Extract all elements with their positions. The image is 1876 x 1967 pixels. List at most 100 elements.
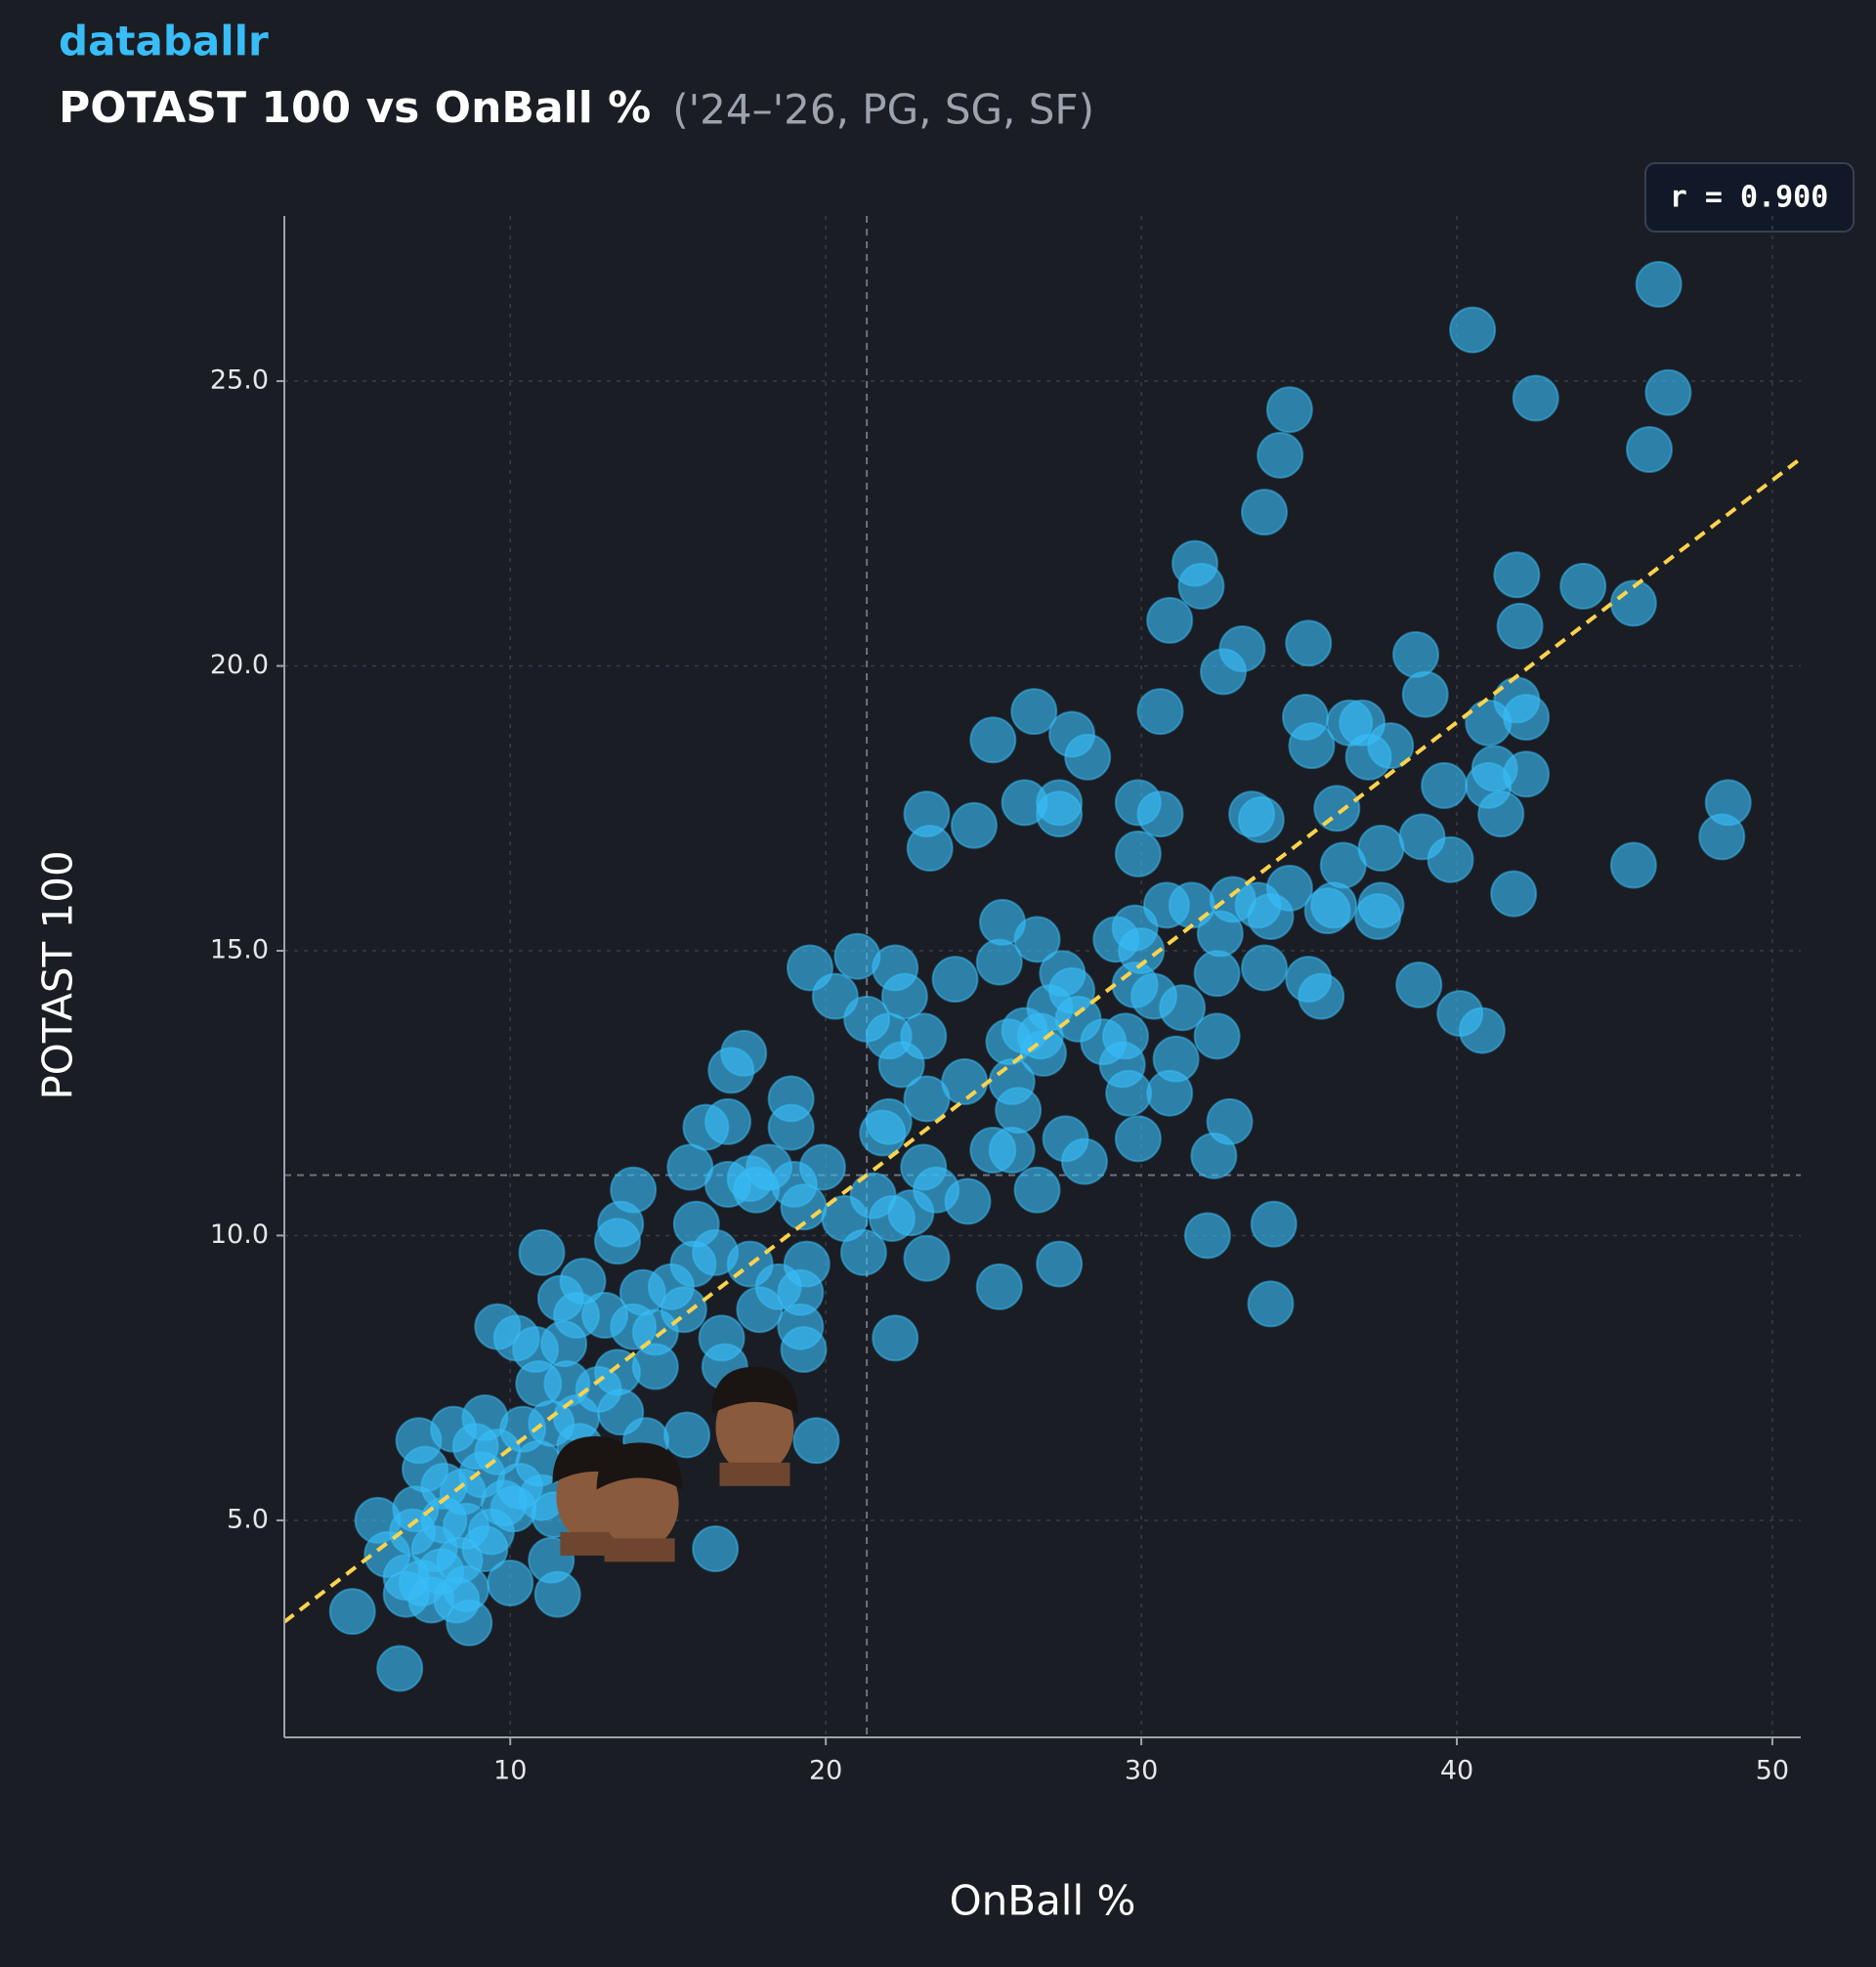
- annotation-box: [1644, 162, 1855, 233]
- point: [328, 1588, 376, 1636]
- point: [1060, 1137, 1108, 1185]
- trendline-group: [282, 456, 1803, 1624]
- point: [704, 1097, 752, 1145]
- point: [487, 1560, 534, 1607]
- point: [941, 1058, 989, 1106]
- point: [1298, 972, 1345, 1020]
- point: [1265, 864, 1313, 912]
- point: [1010, 688, 1058, 736]
- point: [798, 1143, 846, 1191]
- point: [900, 1012, 948, 1060]
- point: [594, 1218, 642, 1265]
- point: [1206, 1097, 1254, 1145]
- y-tick-label: 15.0: [210, 934, 269, 964]
- point: [1449, 306, 1497, 354]
- trendline: [282, 456, 1803, 1624]
- point: [1159, 984, 1207, 1032]
- point: [975, 1262, 1023, 1310]
- point: [1146, 596, 1194, 644]
- point: [906, 825, 954, 873]
- point: [490, 1485, 537, 1533]
- point: [1421, 761, 1469, 809]
- chart-subtitle: ('24–'26, PG, SG, SF): [672, 86, 1094, 134]
- point: [631, 1343, 679, 1390]
- reference-lines: [284, 216, 1801, 1737]
- y-tick-label: 5.0: [227, 1504, 269, 1534]
- x-tick-label: 50: [1756, 1756, 1789, 1786]
- y-tick-label: 25.0: [210, 365, 269, 396]
- point: [1496, 602, 1544, 650]
- annotation: r = 0.900: [1670, 181, 1829, 215]
- x-tick-label: 40: [1440, 1756, 1473, 1786]
- point: [1105, 1069, 1153, 1117]
- point: [1036, 791, 1084, 838]
- point: [944, 1177, 992, 1225]
- point: [663, 1411, 711, 1459]
- x-tick-label: 10: [493, 1756, 527, 1786]
- point: [1177, 562, 1225, 610]
- point: [1401, 670, 1449, 718]
- point: [736, 1286, 784, 1334]
- point: [1458, 1006, 1506, 1054]
- point: [792, 1417, 840, 1465]
- point: [872, 1314, 919, 1362]
- point: [1559, 562, 1607, 610]
- point: [1019, 1029, 1067, 1077]
- point: [839, 1228, 887, 1276]
- point: [733, 1166, 781, 1214]
- point: [1367, 722, 1415, 770]
- point: [1490, 870, 1538, 918]
- point: [1136, 791, 1184, 838]
- point: [376, 1645, 424, 1692]
- point: [950, 801, 998, 849]
- point: [1114, 1115, 1162, 1163]
- neck: [604, 1538, 675, 1562]
- point: [1493, 551, 1541, 599]
- point: [988, 1127, 1036, 1175]
- point: [1193, 950, 1241, 998]
- neck: [719, 1462, 790, 1486]
- y-tick-label: 20.0: [210, 650, 269, 680]
- point: [1193, 1012, 1241, 1060]
- x-tick-label: 30: [1125, 1756, 1158, 1786]
- point: [1237, 795, 1285, 843]
- point: [540, 1320, 588, 1368]
- point: [969, 716, 1017, 764]
- points: [328, 260, 1752, 1692]
- point: [975, 938, 1023, 986]
- point: [1241, 489, 1289, 536]
- point: [1136, 688, 1184, 736]
- point: [692, 1525, 740, 1573]
- hair: [711, 1366, 798, 1414]
- highlight-points: [552, 1366, 798, 1562]
- brand: databallr: [59, 18, 269, 65]
- point: [1013, 916, 1061, 963]
- player-face: [596, 1442, 683, 1562]
- point: [1241, 944, 1289, 992]
- point: [1395, 961, 1443, 1008]
- point: [1285, 620, 1333, 667]
- point: [1644, 368, 1692, 416]
- point: [1247, 1280, 1295, 1328]
- point: [720, 1029, 768, 1077]
- point: [1183, 1212, 1231, 1260]
- point: [995, 1087, 1043, 1134]
- point: [931, 956, 979, 1004]
- point: [780, 1326, 828, 1374]
- point: [1625, 426, 1673, 474]
- point: [903, 1234, 951, 1282]
- point: [1310, 881, 1358, 929]
- point: [1609, 579, 1657, 627]
- hair: [596, 1442, 683, 1490]
- axes: 10 20 30 40 50 5.0 10.0 15.0 20.0 25.0: [210, 216, 1801, 1786]
- point: [1698, 813, 1746, 861]
- point: [1609, 841, 1657, 889]
- point: [1064, 733, 1112, 781]
- point: [1146, 1069, 1194, 1117]
- point: [1392, 630, 1440, 678]
- point: [1265, 386, 1313, 434]
- y-tick-label: 10.0: [210, 1219, 269, 1250]
- y-axis-label: POTAST 100: [34, 850, 82, 1099]
- x-axis-label: OnBall %: [950, 1877, 1136, 1925]
- point: [1288, 722, 1336, 770]
